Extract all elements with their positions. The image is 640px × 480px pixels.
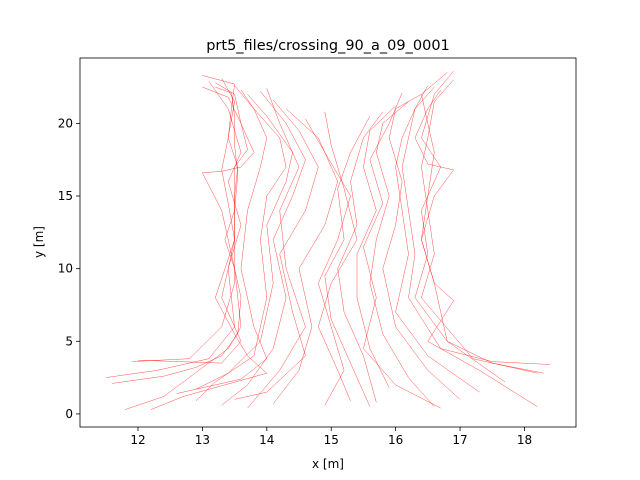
x-tick-label: 13 bbox=[195, 433, 210, 447]
trajectory-line-26 bbox=[247, 88, 306, 409]
trajectory-line-16 bbox=[414, 89, 538, 407]
trajectory-line-20 bbox=[369, 101, 435, 407]
y-axis-ticks: 0 5 10 15 20 bbox=[58, 116, 80, 421]
trajectory-line-12 bbox=[305, 118, 351, 406]
y-tick-label: 15 bbox=[58, 189, 73, 203]
y-tick-label: 10 bbox=[58, 262, 73, 276]
trajectory-line-19 bbox=[382, 94, 461, 400]
chart-title: prt5_files/crossing_90_a_09_0001 bbox=[206, 38, 450, 54]
trajectory-line-27 bbox=[363, 92, 441, 409]
trajectory-line-10 bbox=[234, 99, 319, 400]
trajectory-line-15 bbox=[421, 79, 538, 374]
y-tick-label: 20 bbox=[58, 116, 73, 130]
x-tick-label: 14 bbox=[259, 433, 274, 447]
x-tick-label: 18 bbox=[517, 433, 532, 447]
x-tick-label: 16 bbox=[388, 433, 403, 447]
trajectory-line-24 bbox=[414, 70, 544, 374]
plot-frame bbox=[79, 57, 577, 428]
trajectory-line-25 bbox=[105, 81, 242, 378]
trajectory-line-11 bbox=[273, 108, 338, 404]
y-tick-label: 0 bbox=[65, 407, 73, 421]
trajectory-line-7 bbox=[195, 85, 287, 402]
trajectory-line-9 bbox=[221, 91, 306, 406]
trajectory-line-18 bbox=[395, 86, 480, 393]
trajectory-line-8 bbox=[195, 94, 293, 390]
trajectory-line-23 bbox=[324, 115, 371, 407]
y-tick-label: 5 bbox=[65, 334, 73, 348]
x-axis-ticks: 12 13 14 15 16 17 18 bbox=[130, 427, 532, 447]
y-axis-label: y [m] bbox=[32, 226, 46, 258]
x-tick-label: 15 bbox=[324, 433, 339, 447]
x-axis-label: x [m] bbox=[312, 457, 344, 471]
x-tick-label: 12 bbox=[130, 433, 145, 447]
trajectory-line-2 bbox=[131, 75, 235, 362]
trajectory-line-6 bbox=[176, 89, 268, 394]
trajectory-line-21 bbox=[356, 105, 396, 388]
trajectory-line-13 bbox=[318, 111, 358, 401]
x-tick-label: 17 bbox=[452, 433, 467, 447]
trajectory-lines bbox=[105, 70, 551, 410]
trajectory-line-22 bbox=[337, 111, 384, 403]
